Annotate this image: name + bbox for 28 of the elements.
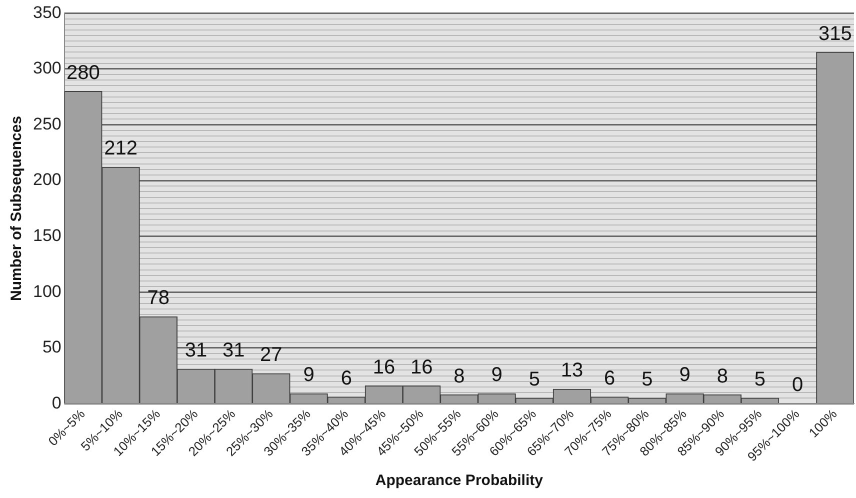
data-label: 6 [340,368,352,390]
data-label: 5 [754,368,766,391]
y-tick-label: 250 [32,114,62,134]
y-tick-label: 100 [32,282,62,301]
data-label: 0 [792,374,804,396]
data-label: 16 [410,356,433,378]
data-label: 78 [147,287,170,310]
data-label: 5 [642,368,653,391]
data-label: 315 [818,22,852,45]
data-label: 5 [528,368,540,391]
data-label: 13 [560,360,584,382]
data-label: 9 [679,364,690,386]
y-tick-label: 150 [32,226,62,246]
data-label: 6 [604,368,616,390]
data-label: 8 [454,365,465,388]
y-tick-label: 0 [52,393,62,412]
data-label: 8 [716,365,728,388]
y-tick-label: 50 [42,338,62,357]
y-tick-label: 350 [32,2,62,22]
data-label: 9 [491,364,502,386]
y-tick-label: 300 [32,58,62,78]
data-label: 9 [303,364,314,386]
data-label: 16 [372,356,396,378]
y-tick-label: 200 [32,170,62,190]
data-label: 212 [104,138,138,160]
x-axis-title: Appearance Probability [375,472,544,490]
y-axis-title: Number of Subsequences [8,116,26,301]
data-label: 27 [260,344,282,366]
